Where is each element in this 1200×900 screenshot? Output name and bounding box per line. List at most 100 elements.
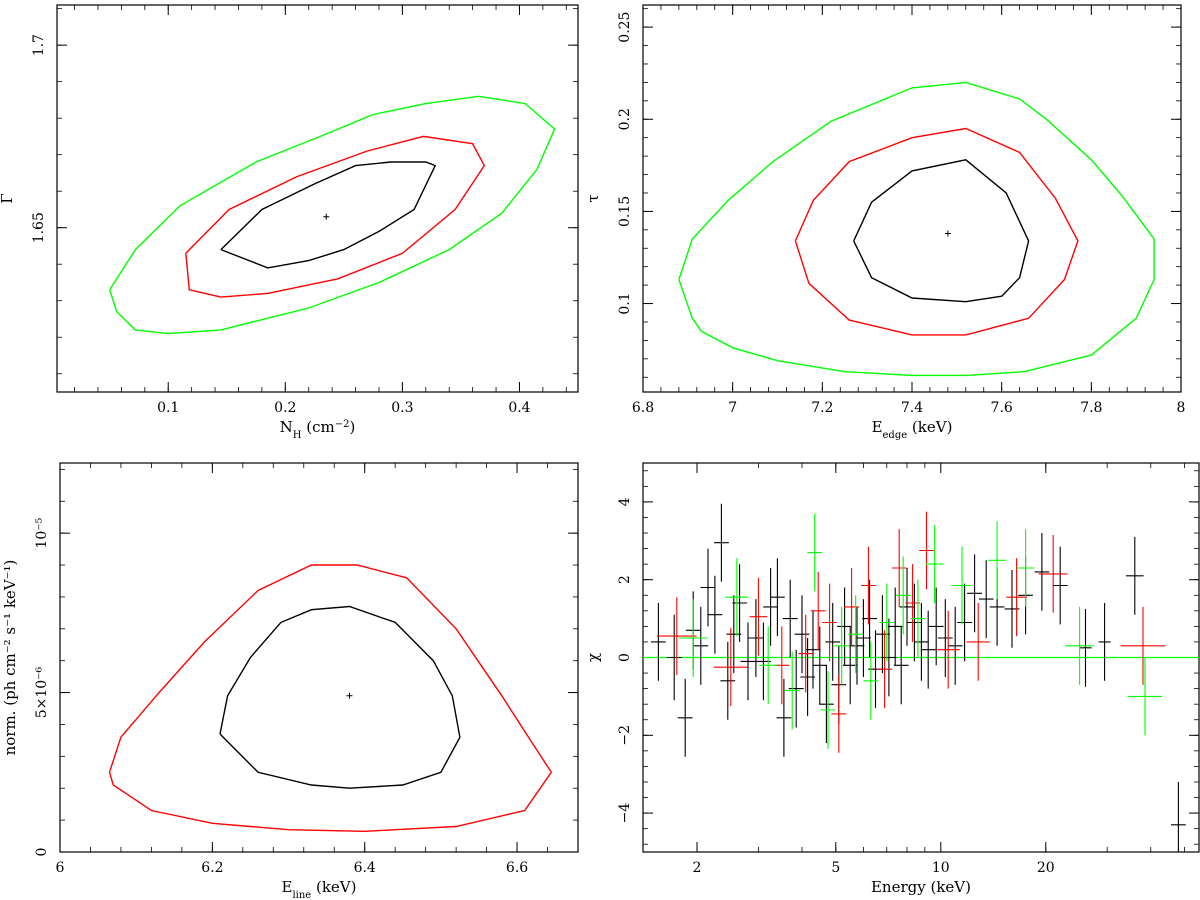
residual-point [810, 571, 826, 650]
residual-point [862, 579, 877, 658]
y-tick-label: 0.25 [617, 12, 633, 43]
residual-point [957, 583, 972, 662]
residual-point [919, 511, 934, 590]
residual-point [920, 610, 936, 689]
residual-point [819, 665, 834, 744]
y-tick-label: 10⁻⁵ [34, 517, 50, 548]
plot-area [108, 564, 553, 833]
x-axis-label: Eline (keV) [282, 878, 357, 900]
residual-point [1038, 535, 1068, 613]
x-tick-label: 10 [932, 860, 950, 876]
x-tick-label: 5 [831, 860, 840, 876]
residual-point [951, 546, 973, 625]
confidence-contour [794, 127, 1079, 336]
residual-point [831, 675, 847, 753]
x-axis-label: Energy (keV) [871, 878, 971, 896]
x-tick-label: 0.1 [157, 400, 179, 416]
plot-frame [642, 4, 1182, 393]
residual-point [863, 641, 879, 720]
residual-point [798, 614, 814, 693]
residual-point [1127, 657, 1163, 736]
residual-point [713, 628, 748, 707]
residual-point [834, 606, 850, 685]
residual-point [1126, 536, 1144, 615]
residual-point [925, 525, 944, 603]
residual-point [657, 597, 697, 675]
residual-point [895, 556, 911, 635]
y-tick-label: 2 [617, 575, 633, 584]
residual-point [1034, 533, 1050, 611]
residual-point [1052, 546, 1068, 625]
residual-point [966, 603, 990, 681]
residual-point [914, 603, 929, 681]
x-tick-label: 7.6 [991, 400, 1013, 416]
y-axis-label: τ [584, 194, 602, 202]
plot-area [678, 81, 1155, 377]
x-axis-label: NH (cm−2) [280, 418, 356, 441]
residual-point [875, 595, 890, 674]
residual-point [1016, 529, 1035, 607]
y-tick-label: 0.15 [617, 196, 633, 227]
residual-point [726, 595, 742, 674]
residual-point [881, 618, 897, 697]
y-axis-label: Γ [0, 193, 16, 203]
residual-point [714, 503, 729, 582]
y-tick-label: −4 [617, 803, 633, 824]
panel-chi-residuals: 2 5 10 20 −4 −2 0 2 4 Energy (keV) χ [584, 462, 1200, 896]
x-tick-label: 7 [728, 400, 737, 416]
x-tick-label: 6.6 [506, 860, 528, 876]
best-fit-marker [944, 230, 951, 237]
residual-point [907, 583, 922, 662]
residual-point [749, 577, 768, 656]
best-fit-marker [323, 213, 330, 220]
confidence-contour [678, 81, 1155, 377]
x-axis-label: Eedge (keV) [872, 418, 953, 441]
y-tick-label: 0 [34, 848, 50, 857]
residual-point [788, 649, 804, 728]
residual-point [677, 678, 693, 757]
residual-point [947, 606, 963, 685]
panel-edge-tau-contours: 6.8 7 7.2 7.4 7.6 7.8 8 0.1 0.15 0.2 0.25 Eedge (ke… [584, 4, 1186, 441]
residual-point [748, 599, 764, 677]
y-tick-label: 1.7 [31, 34, 47, 56]
x-tick-label: 6.8 [632, 400, 654, 416]
x-tick-label: 0.2 [274, 400, 296, 416]
residual-point [848, 595, 863, 674]
confidence-contour [220, 161, 437, 269]
x-tick-label: 7.4 [901, 400, 923, 416]
y-tick-label: 1.65 [31, 212, 47, 243]
y-tick-label: 0.2 [617, 108, 633, 130]
y-tick-label: 0 [617, 653, 633, 662]
panel-nh-gamma-contours: 0.1 0.2 0.3 0.4 1.65 1.7 NH (cm−2) Γ [0, 4, 579, 441]
y-tick-label: −2 [617, 725, 633, 746]
residual-point [1006, 558, 1027, 637]
x-tick-label: 8 [1177, 400, 1186, 416]
residual-point [693, 606, 709, 685]
residual-point [740, 622, 756, 701]
residual-point [988, 521, 1006, 600]
plot-area [109, 95, 556, 335]
y-tick-label: 0.1 [617, 292, 633, 314]
residual-point [807, 513, 823, 592]
residual-point [812, 626, 828, 705]
x-tick-label: 6.4 [354, 860, 376, 876]
panel-eline-norm-contours: 6 6.2 6.4 6.6 0 5×10⁻⁶ 10⁻⁵ Eline (keV) norm. (p… [1, 462, 579, 900]
residual-point [910, 579, 926, 658]
residual-point [1171, 782, 1186, 852]
residual-point [678, 599, 708, 677]
confidence-contour [108, 564, 553, 833]
confidence-contour [109, 95, 556, 335]
residual-point [887, 587, 903, 666]
plot-frame [59, 462, 579, 853]
residual-point [861, 546, 876, 625]
residual-point [770, 558, 785, 637]
residual-point [782, 579, 798, 658]
x-tick-label: 7.2 [811, 400, 833, 416]
residual-point [700, 548, 716, 627]
residual-point [1079, 608, 1092, 687]
residual-point [794, 595, 810, 674]
residual-point [891, 529, 907, 607]
residual-point [936, 610, 960, 689]
residual-point [844, 568, 859, 646]
residual-point [784, 651, 800, 730]
